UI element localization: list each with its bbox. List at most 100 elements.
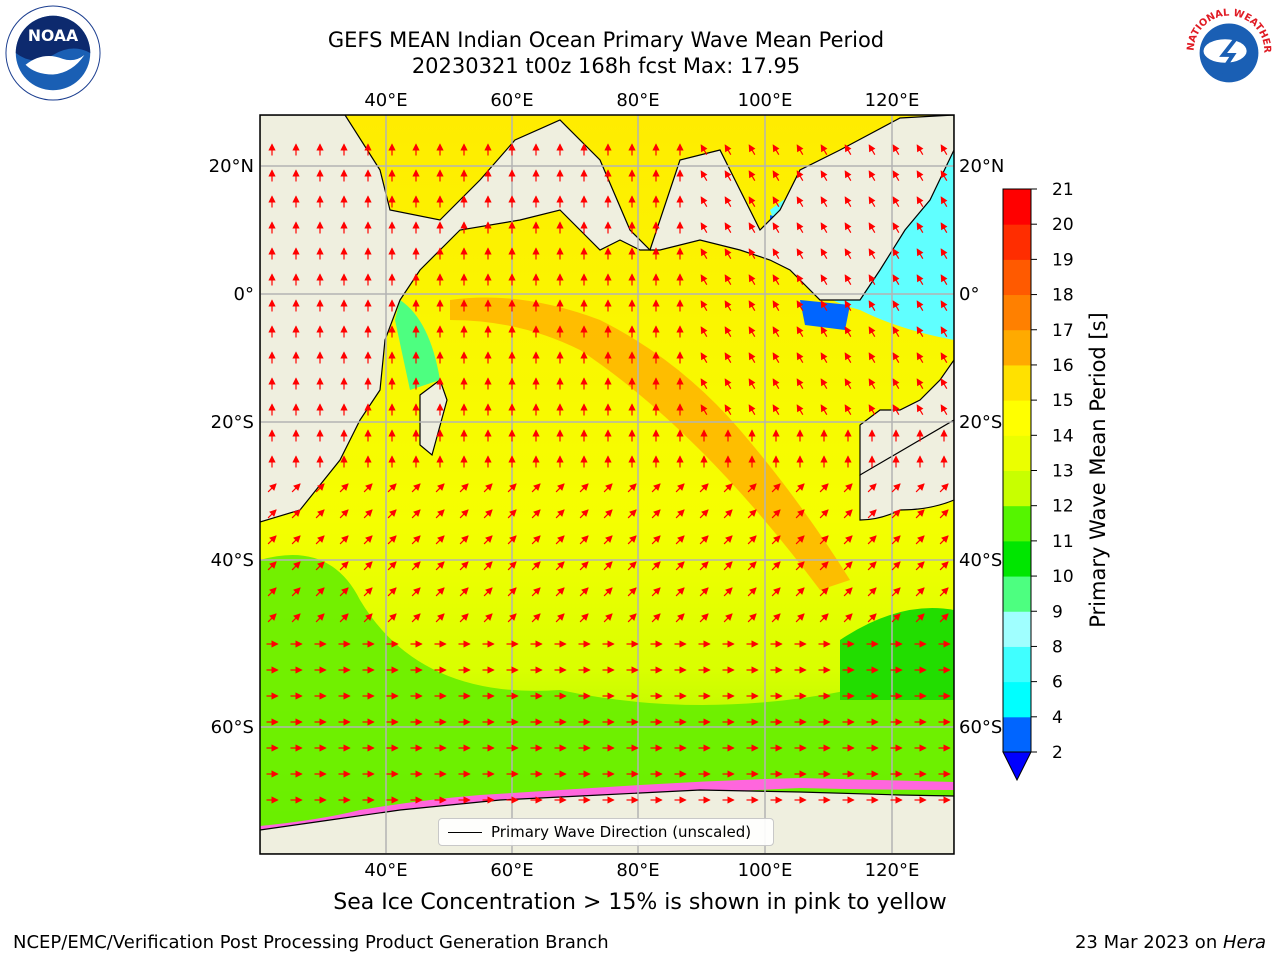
wave-direction-arrow [651,535,661,545]
wave-direction-arrow [699,561,709,571]
wave-direction-arrow [868,352,876,364]
lon-label: 80°E [616,860,659,881]
wave-direction-arrow [820,196,828,208]
wave-direction-arrow [700,404,708,416]
wave-direction-arrow [387,535,397,545]
wave-direction-arrow [795,509,805,519]
wave-direction-arrow [771,561,781,571]
wave-direction-arrow [411,587,421,597]
wave-direction-arrow [291,587,301,597]
wave-direction-arrow [291,561,301,571]
wave-direction-arrow [916,274,924,286]
wave-direction-arrow [555,483,565,493]
lon-label: 80°E [616,90,659,111]
wave-direction-arrow [435,483,445,493]
wave-direction-arrow [507,587,517,597]
wave-direction-arrow [531,587,541,597]
wave-direction-arrow [820,144,828,156]
lon-label: 120°E [865,860,920,881]
wave-direction-arrow [411,509,421,519]
wave-direction-arrow [820,274,828,286]
wave-direction-arrow [819,561,829,571]
wave-direction-arrow [699,613,709,623]
colorbar-tick-label: 6 [1052,673,1063,693]
wave-direction-arrow [939,509,949,519]
wave-direction-arrow [411,483,421,493]
wave-direction-arrow [339,587,349,597]
wave-direction-arrow [771,509,781,519]
colorbar-tick-label: 21 [1052,180,1074,200]
colorbar-bin [1003,400,1031,436]
wave-direction-arrow [820,326,828,338]
wave-direction-arrow [483,587,493,597]
wave-direction-arrow [531,561,541,571]
map-frame [259,114,955,855]
wave-direction-arrow [603,561,613,571]
colorbar-bins [1003,189,1031,753]
colorbar-bin [1003,329,1031,366]
wave-direction-arrow [940,352,948,364]
wave-direction-arrow [748,222,756,234]
wave-direction-arrow [267,509,277,519]
wave-direction-arrow [435,587,445,597]
wave-direction-arrow [867,509,877,519]
wave-direction-arrow [363,535,373,545]
wave-direction-arrow [796,170,804,182]
wave-direction-arrow [747,613,757,623]
colorbar-bin [1003,294,1031,331]
lat-label: 20°S [211,412,254,433]
wave-direction-arrow [844,326,852,338]
wave-direction-arrow [459,483,469,493]
colorbar-ticks: 2 4 6 8 9 10 11 12 13 14 15 16 17 18 19 20 21 [1031,180,1074,763]
wave-direction-arrow [891,613,901,623]
wave-direction-arrow [939,483,949,493]
lat-label: 60°S [211,717,254,738]
wave-direction-arrow [795,587,805,597]
wave-direction-arrow [339,561,349,571]
wave-direction-arrow [267,613,277,623]
wave-direction-arrow [507,509,517,519]
wave-direction-arrow [507,483,517,493]
lon-label: 120°E [865,90,920,111]
wave-direction-arrow [843,613,853,623]
wave-direction-arrow [700,352,708,364]
wave-direction-arrow [699,483,709,493]
wave-direction-arrow [724,222,732,234]
southern-band-east [840,608,954,700]
wave-direction-arrow [820,170,828,182]
wave-direction-arrow [796,196,804,208]
australia-northwest [859,358,954,477]
wave-direction-arrow [531,483,541,493]
wave-direction-arrow [675,587,685,597]
wave-direction-arrow [892,352,900,364]
lat-label: 20°N [959,156,1004,177]
wave-direction-arrow [459,561,469,571]
wave-direction-arrow [723,561,733,571]
wave-direction-arrow [723,535,733,545]
wave-direction-arrow [315,509,325,519]
wave-direction-arrow [339,509,349,519]
land-asia-africa [260,115,954,523]
wave-direction-arrow [267,561,277,571]
wave-direction-arrow [387,613,397,623]
wave-direction-arrow [915,587,925,597]
wave-direction-arrow [675,483,685,493]
wave-direction-arrow [747,561,757,571]
map-legend: Primary Wave Direction (unscaled) [438,818,774,846]
wave-direction-arrow [916,144,924,156]
wave-direction-arrow [387,483,397,493]
wave-direction-arrow [435,509,445,519]
colorbar-tick-label: 14 [1052,426,1074,446]
wave-direction-arrow [891,483,901,493]
footer-date-text: 23 Mar 2023 on [1074,932,1223,953]
wave-direction-arrow [916,170,924,182]
colorbar-bin [1003,505,1031,542]
wave-direction-arrow [772,326,780,338]
lon-label: 40°E [364,860,407,881]
wave-direction-arrow [531,535,541,545]
wave-direction-arrow [844,378,852,390]
wave-direction-arrow [915,535,925,545]
wave-direction-arrow [916,222,924,234]
wave-direction-arrow [267,587,277,597]
